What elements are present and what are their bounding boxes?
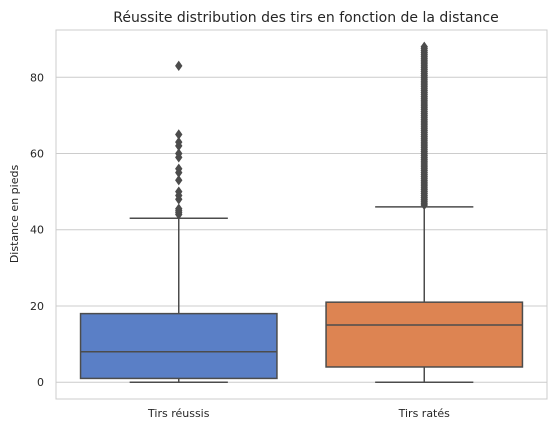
outlier-point (175, 203, 183, 214)
y-tick-label: 0 (37, 376, 44, 389)
outlier-point (175, 136, 183, 148)
outlier-point (175, 148, 183, 159)
outlier-point (420, 41, 428, 52)
outlier-point (175, 175, 183, 186)
box-iqr (325, 301, 524, 368)
y-axis-label: Distance en pieds (8, 165, 21, 264)
plot-frame (55, 29, 548, 400)
x-tick-label: Tirs ratés (398, 407, 451, 420)
outlier-point (175, 186, 183, 197)
y-tick-label: 20 (30, 300, 44, 313)
x-tick-label: Tirs réussis (147, 407, 210, 420)
y-tick-label: 60 (30, 148, 44, 161)
ticks-layer: 0 20 40 60 80 Tirs réussis Tirs ratés (30, 71, 450, 420)
box-iqr (79, 312, 278, 380)
outlier-point (175, 60, 183, 72)
y-tick-label: 40 (30, 224, 44, 237)
chart-title: Réussite distribution des tirs en foncti… (113, 10, 498, 26)
y-tick-label: 80 (30, 71, 44, 84)
outlier-point (175, 129, 183, 140)
marks-layer (79, 41, 524, 383)
outlier-point (175, 163, 183, 174)
